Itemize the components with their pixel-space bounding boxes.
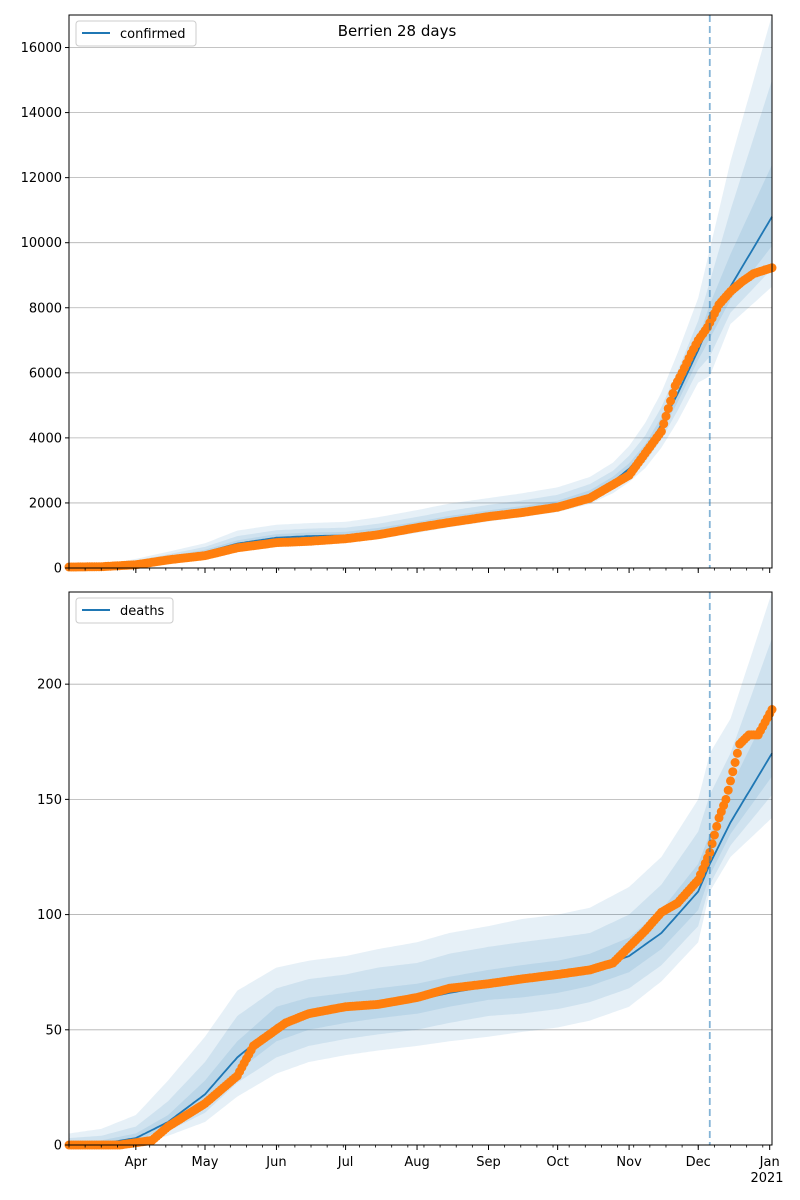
observed-point xyxy=(663,404,673,414)
y-tick-label: 2000 xyxy=(29,496,62,511)
deaths-legend-box xyxy=(75,597,174,624)
observed-point xyxy=(732,748,742,758)
observed-point xyxy=(666,396,676,406)
confirmed-legend-box xyxy=(75,20,197,47)
chart-title: Berrien 28 days xyxy=(338,22,457,40)
observed-point xyxy=(656,426,666,436)
confirmed-x-ticks xyxy=(68,568,771,573)
deaths-observed xyxy=(64,705,777,1150)
confirmed-axes xyxy=(68,14,773,569)
observed-point xyxy=(730,758,740,767)
confirmed-legend: confirmed xyxy=(75,20,197,47)
y-tick-label: 100 xyxy=(37,908,62,923)
deaths-bands xyxy=(69,592,772,1145)
y-tick-label: 14000 xyxy=(21,106,62,121)
y-tick-label: 12000 xyxy=(21,171,62,186)
uncertainty-band xyxy=(69,80,772,568)
uncertainty-band xyxy=(69,164,772,568)
axes-frame xyxy=(68,591,773,1146)
y-tick-label: 16000 xyxy=(21,41,62,56)
uncertainty-band xyxy=(69,638,772,1145)
y-tick-label: 10000 xyxy=(21,236,62,251)
observed-point xyxy=(712,821,722,831)
y-tick-label: 4000 xyxy=(29,431,62,446)
x-tick-label: Aug xyxy=(404,1155,429,1170)
x-tick-label: Jan xyxy=(759,1155,780,1170)
x-tick-label: Apr xyxy=(125,1155,148,1170)
y-tick-label: 0 xyxy=(54,562,62,577)
deaths-x-ticks: Apr May Jun Jul Aug Sep Oct Nov Dec Jan xyxy=(68,1145,780,1170)
confirmed-gridlines xyxy=(69,47,772,504)
deaths-legend: deaths xyxy=(75,597,174,624)
uncertainty-band xyxy=(69,15,772,568)
x-tick-label: Oct xyxy=(546,1155,568,1170)
confirmed-observed xyxy=(64,263,777,572)
axes-frame xyxy=(68,14,773,569)
confirmed-panel: 0 2000 4000 6000 8000 10000 12000 14000 16000 Be… xyxy=(21,14,777,577)
y-tick-label: 6000 xyxy=(29,366,62,381)
deaths-panel: 0 50 100 150 200 Apr May Jun Jul Aug Sep Oct Nov Dec… xyxy=(37,591,784,1186)
observed-point xyxy=(709,830,719,840)
y-tick-label: 50 xyxy=(45,1023,62,1038)
uncertainty-band xyxy=(69,592,772,1145)
y-tick-label: 0 xyxy=(54,1139,62,1154)
x-year-label: 2021 xyxy=(750,1171,783,1186)
observed-point xyxy=(728,767,738,777)
x-tick-label: May xyxy=(192,1155,219,1170)
deaths-y-ticks: 0 50 100 150 200 xyxy=(37,678,69,1154)
confirmed-legend-label: confirmed xyxy=(120,27,186,42)
x-tick-label: Sep xyxy=(476,1155,501,1170)
deaths-legend-label: deaths xyxy=(120,604,165,619)
observed-point xyxy=(668,388,678,398)
observed-point xyxy=(723,785,733,795)
x-tick-label: Nov xyxy=(616,1155,642,1170)
x-tick-label: Jun xyxy=(265,1155,286,1170)
confirmed-bands xyxy=(69,15,772,568)
observed-point xyxy=(661,411,671,421)
observed-point xyxy=(726,776,735,786)
observed-point xyxy=(659,419,669,429)
confirmed-y-ticks: 0 2000 4000 6000 8000 10000 12000 14000 16000 xyxy=(21,41,69,577)
x-tick-label: Jul xyxy=(337,1155,354,1170)
observed-point xyxy=(705,847,715,857)
y-tick-label: 150 xyxy=(37,793,62,808)
observed-point xyxy=(721,794,731,804)
x-tick-label: Dec xyxy=(686,1155,711,1170)
deaths-axes xyxy=(68,591,773,1146)
y-tick-label: 200 xyxy=(37,678,62,693)
y-tick-label: 8000 xyxy=(29,301,62,316)
